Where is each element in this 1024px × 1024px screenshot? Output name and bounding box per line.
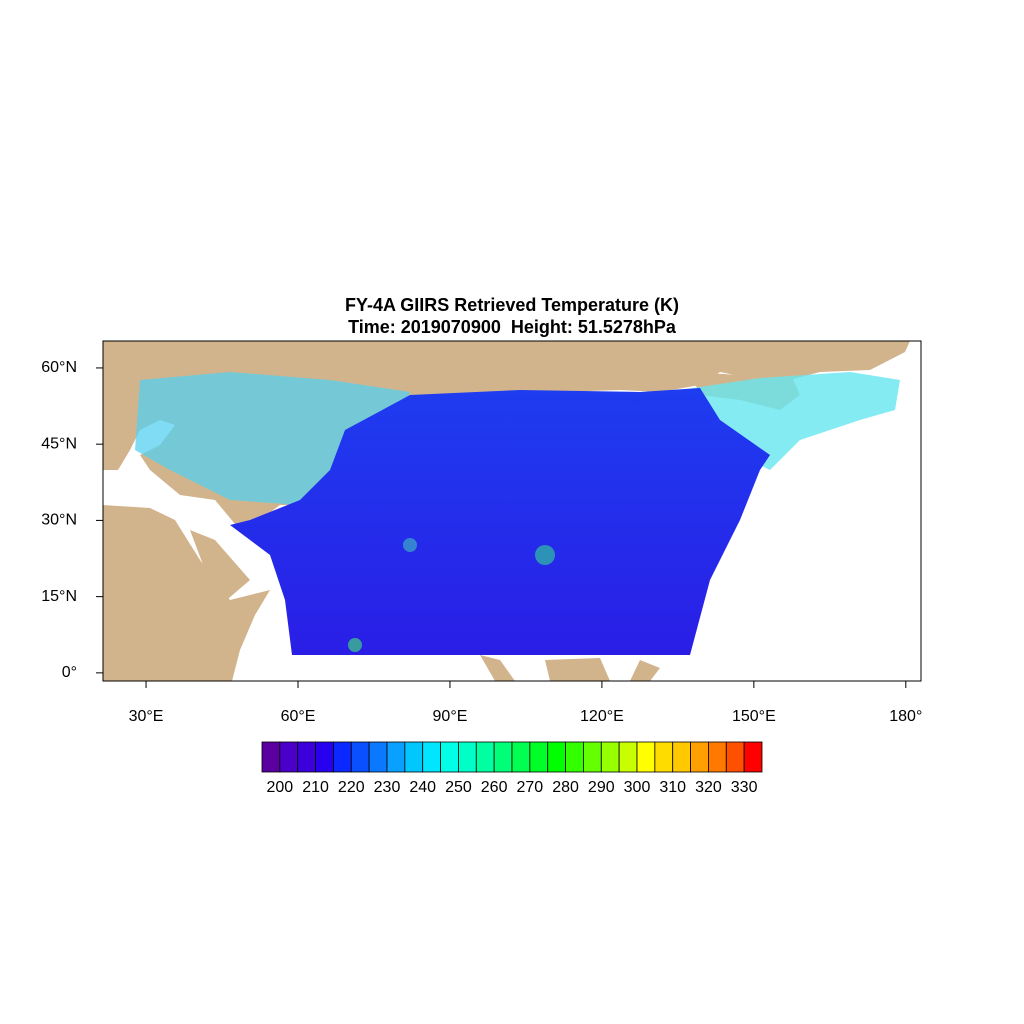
- colorbar-label: 320: [695, 779, 722, 796]
- colorbar-label: 280: [552, 779, 579, 796]
- x-tick-label: 180°: [889, 708, 922, 725]
- land-africa: [103, 505, 270, 681]
- map-area: [103, 341, 921, 681]
- swath-main: [230, 388, 770, 655]
- x-tick-label: 60°E: [281, 708, 316, 725]
- x-tick-label: 30°E: [129, 708, 164, 725]
- title: FY-4A GIIRS Retrieved Temperature (K): [345, 295, 679, 315]
- colorbar-box: [565, 741, 584, 773]
- colorbar-box: [636, 741, 656, 773]
- colorbar-box: [672, 741, 691, 773]
- y-tick-label: 60°N: [41, 359, 77, 376]
- colorbar-box: [547, 741, 566, 773]
- y-tick-label: 45°N: [41, 435, 77, 452]
- colorbar-box: [690, 741, 709, 773]
- colorbar-label: 260: [481, 779, 508, 796]
- colorbar-box: [725, 741, 745, 773]
- colorbar-box: [440, 741, 459, 773]
- warm-spot: [348, 638, 362, 652]
- colorbar-box: [261, 741, 281, 773]
- y-tick-label: 30°N: [41, 512, 77, 529]
- colorbar-box: [654, 741, 674, 773]
- colorbar-box: [333, 741, 352, 773]
- colorbar-label: 330: [731, 779, 758, 796]
- colorbar-label: 250: [445, 779, 472, 796]
- colorbar-label: 200: [267, 779, 294, 796]
- axes: 30°E 60°E 90°E 120°E 150°E 180° 0° 15°N 30°N 45°N…: [41, 359, 922, 725]
- colorbar-box: [386, 741, 406, 773]
- colorbar-box: [404, 741, 424, 773]
- colorbar-box: [493, 741, 513, 773]
- colorbar-label: 290: [588, 779, 615, 796]
- colorbar-box: [350, 741, 370, 773]
- colorbar-box: [743, 741, 763, 773]
- warm-spot: [403, 538, 417, 552]
- colorbar-box: [475, 741, 495, 773]
- colorbar-label: 210: [302, 779, 329, 796]
- subtitle: Time: 2019070900 Height: 51.5278hPa: [348, 317, 677, 337]
- colorbar-box: [511, 741, 531, 773]
- land-arabia: [190, 530, 250, 610]
- colorbar-label: 230: [374, 779, 401, 796]
- colorbar-label: 270: [517, 779, 544, 796]
- colorbar: 200 210 220 230 240 250 260 270 280 290 300 310 320 3…: [261, 741, 763, 796]
- colorbar-label: 300: [624, 779, 651, 796]
- y-tick-label: 0°: [62, 664, 77, 681]
- colorbar-box: [422, 741, 441, 773]
- colorbar-box: [600, 741, 620, 773]
- colorbar-box: [315, 741, 334, 773]
- colorbar-box: [297, 741, 316, 773]
- x-tick-label: 120°E: [580, 708, 624, 725]
- colorbar-box: [368, 741, 388, 773]
- map-frame: [102, 340, 922, 682]
- y-tick-label: 15°N: [41, 588, 77, 605]
- colorbar-box: [708, 741, 727, 773]
- colorbar-box: [618, 741, 638, 773]
- colorbar-label: 310: [659, 779, 686, 796]
- colorbar-box: [279, 741, 299, 773]
- colorbar-label: 220: [338, 779, 365, 796]
- colorbar-label: 240: [409, 779, 436, 796]
- colorbar-box: [458, 741, 477, 773]
- warm-spot: [535, 545, 555, 565]
- x-tick-label: 150°E: [732, 708, 776, 725]
- land-islands: [480, 655, 660, 681]
- colorbar-box: [583, 741, 602, 773]
- colorbar-box: [529, 741, 549, 773]
- x-tick-label: 90°E: [433, 708, 468, 725]
